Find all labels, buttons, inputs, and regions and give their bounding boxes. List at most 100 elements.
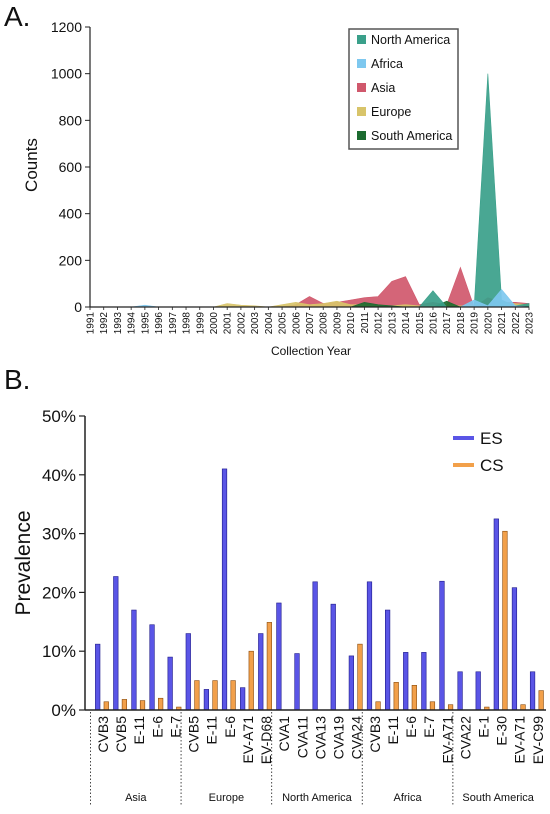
panel-b-bar-es xyxy=(457,671,463,711)
panel-a-y-tick-label: 1200 xyxy=(51,19,82,35)
panel-b-bar-es xyxy=(493,518,499,711)
panel-a-y-tick-label: 400 xyxy=(59,206,83,222)
panel-a-x-tick-label: 1998 xyxy=(182,312,193,335)
panel-b-bar-es xyxy=(294,653,300,711)
panel-b-category-label: CVB5 xyxy=(186,716,202,753)
panel-b-group-label: South America xyxy=(462,792,534,804)
panel-a-x-tick-label: 2003 xyxy=(250,312,261,335)
panel-a-x-tick-label: 2017 xyxy=(442,312,453,335)
panel-b-category-label: CVB3 xyxy=(95,716,111,753)
panel-a-series-area-asia xyxy=(90,266,530,308)
panel-a-x-tick-label: 2021 xyxy=(497,312,508,335)
panel-a-y-tick-label: 0 xyxy=(74,299,82,315)
panel-a-legend-swatch xyxy=(357,59,366,68)
panel-b-bar-es xyxy=(421,652,427,711)
panel-a-legend-label: Europe xyxy=(371,105,411,119)
panel-a-legend-label: Asia xyxy=(371,81,395,95)
panel-b-bar-cs xyxy=(375,701,381,711)
panel-a-x-tick-label: 2020 xyxy=(483,312,494,335)
panel-a-x-tick-label: 2015 xyxy=(415,312,426,335)
panel-a-x-tick-label: 1999 xyxy=(195,312,206,335)
panel-b-bar-cs xyxy=(139,700,146,711)
panel-a-legend-swatch xyxy=(357,35,366,44)
panel-b-y-tick-label: 20% xyxy=(42,583,76,602)
panel-b-bar-cs xyxy=(121,699,128,711)
panel-a-legend-swatch xyxy=(357,131,366,140)
panel-b-bar-cs xyxy=(520,704,526,711)
panel-b-category-label: CVA22 xyxy=(457,716,473,760)
panel-b-legend-label: CS xyxy=(480,456,504,475)
panel-b-bar-es xyxy=(330,603,336,711)
panel-b-bar-es xyxy=(439,580,445,711)
panel-b-category-label: CVA19 xyxy=(331,716,347,760)
panel-a-legend-label: Africa xyxy=(371,57,403,71)
panel-b-y-tick-label: 0% xyxy=(51,701,76,720)
panel-b-bar-cs xyxy=(538,690,544,711)
panel-b-bar-es xyxy=(149,624,155,711)
panel-b-category-label: CVA13 xyxy=(312,716,328,760)
panel-a-x-tick-label: 2023 xyxy=(525,312,536,335)
panel-b-bar-cs xyxy=(194,680,200,711)
panel-b-category-label: E-7 xyxy=(167,716,183,738)
panel-a-y-tick-label: 1000 xyxy=(51,66,82,82)
panel-b-category-label: EV-C99 xyxy=(530,716,546,764)
panel-a-x-tick-label: 2012 xyxy=(374,312,385,335)
panel-b-category-label: E-30 xyxy=(494,716,510,746)
panel-a-legend-label: North America xyxy=(371,33,450,47)
panel-b-bar-cs xyxy=(158,697,164,711)
panel-a-x-tick-label: 1995 xyxy=(140,312,151,335)
panel-b-bar-es xyxy=(475,671,481,711)
panel-a-x-tick-label: 2000 xyxy=(209,312,220,335)
panel-a-x-tick-label: 1992 xyxy=(99,312,110,335)
panel-b-bar-es xyxy=(131,609,137,711)
panel-b-category-label: CVB3 xyxy=(367,716,383,753)
panel-b-category-label: EV-A71 xyxy=(512,716,528,764)
panel-b-y-tick-label: 10% xyxy=(42,642,76,661)
panel-b-bar-cs xyxy=(212,680,218,711)
panel-b-bar-es xyxy=(167,656,173,711)
panel-b-plot: 0%10%20%30%40%50%CVB3 CVB5 E-11 E-6 E-7 CVB5 E… xyxy=(42,407,546,806)
panel-a-x-tick-label: 2009 xyxy=(332,312,343,335)
panel-b-bar-es xyxy=(529,671,536,711)
panel-a-x-tick-label: 1991 xyxy=(86,312,97,335)
panel-b-category-label: E-6 xyxy=(149,716,165,738)
panel-b-bar-es xyxy=(185,633,191,711)
panel-b-y-tick-label: 50% xyxy=(42,407,76,426)
panel-b-bar-cs xyxy=(411,685,417,711)
panel-a-x-tick-label: 1994 xyxy=(127,312,138,335)
panel-a-y-tick-label: 200 xyxy=(59,252,83,268)
panel-b-category-label: EV-A71 xyxy=(439,716,455,764)
panel-b-bar-cs xyxy=(502,530,508,711)
panel-a-x-tick-label: 1997 xyxy=(168,312,179,335)
panel-b-label: B. xyxy=(4,364,30,395)
panel-b-group-label: Asia xyxy=(125,792,147,804)
panel-b-bar-cs xyxy=(230,680,236,711)
panel-b-category-label: E-7 xyxy=(421,716,437,738)
panel-b-bar-cs xyxy=(266,622,272,711)
panel-a-x-tick-label: 2013 xyxy=(387,312,398,335)
panel-b-bar-es xyxy=(276,602,282,711)
panel-b-category-label: EV-D68 xyxy=(258,716,274,764)
panel-b-group-label: Europe xyxy=(209,792,244,804)
panel-b-bar-es xyxy=(385,609,391,711)
panel-a-x-tick-label: 2018 xyxy=(456,312,467,335)
panel-b-y-tick-label: 40% xyxy=(42,466,76,485)
panel-a-x-tick-label: 2007 xyxy=(305,312,316,335)
panel-a-legend-label: South America xyxy=(371,129,452,143)
panel-b-bar-es xyxy=(221,468,228,711)
panel-a-x-tick-label: 1996 xyxy=(154,312,165,335)
panel-b-category-label: CVA11 xyxy=(294,716,310,758)
panel-a-x-tick-label: 2005 xyxy=(278,312,289,335)
panel-b-category-label: E-1 xyxy=(476,716,492,738)
panel-b-category-label: CVB5 xyxy=(113,716,129,753)
panel-b-y-tick-label: 30% xyxy=(42,525,76,544)
panel-a-x-tick-label: 2014 xyxy=(401,312,412,335)
panel-a-label: A. xyxy=(4,1,30,32)
panel-b-bar-cs xyxy=(103,701,109,711)
panel-b-group-label: North America xyxy=(282,792,353,804)
panel-b-category-label: CVA24 xyxy=(349,716,365,760)
panel-a-x-tick-label: 2004 xyxy=(264,312,275,335)
panel-b-bar-es xyxy=(511,587,518,711)
panel-a-x-tick-label: 2010 xyxy=(346,312,357,335)
